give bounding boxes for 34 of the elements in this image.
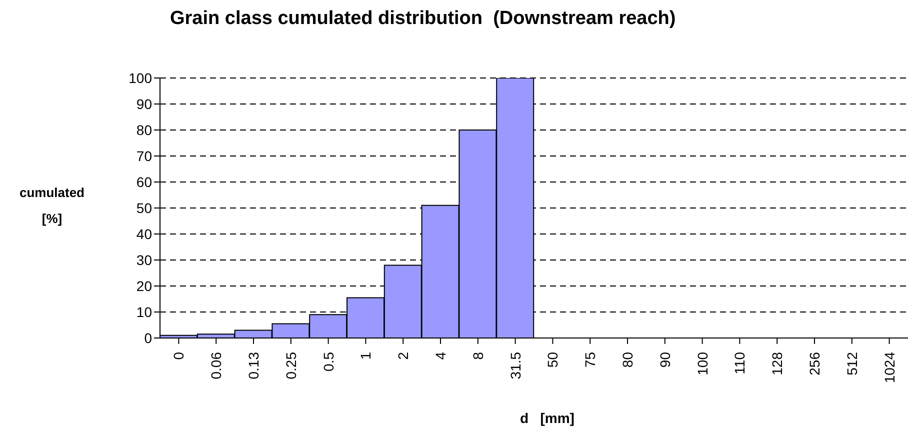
x-tick-label: 90: [656, 352, 673, 368]
chart-title: Grain class cumulated distribution (Downstream reach): [170, 8, 676, 30]
y-axis-title: cumulated [%]: [18, 184, 86, 228]
x-tick-label: 128: [769, 352, 786, 376]
x-tick-label: 0: [170, 352, 187, 360]
x-tick-label: 512: [844, 352, 860, 376]
y-tick-label: 60: [136, 174, 152, 190]
x-tick-label: 110: [732, 352, 748, 374]
y-tick-label: 50: [136, 200, 152, 216]
y-tick-label: 70: [136, 148, 152, 164]
x-tick-label: 256: [806, 352, 822, 376]
x-tick-label: 80: [620, 352, 636, 368]
y-tick-label: 0: [144, 330, 152, 346]
x-tick-label: 2: [395, 352, 412, 360]
x-tick-label: 50: [544, 352, 561, 368]
x-tick-label: 4: [432, 352, 448, 360]
y-tick-label: 30: [136, 252, 152, 268]
y-tick-label: 10: [136, 304, 152, 320]
x-axis-title: d [mm]: [520, 410, 574, 426]
x-tick-label: 1: [358, 352, 374, 360]
x-tick-label: 100: [694, 352, 710, 376]
x-tick-label: 1024: [881, 352, 898, 384]
x-tick-label: 0.13: [246, 352, 262, 380]
y-tick-label: 100: [128, 70, 152, 86]
x-tick-label: 8: [470, 352, 486, 360]
y-tick-label: 80: [136, 122, 152, 138]
x-tick-label: 75: [582, 352, 598, 368]
y-tick-label: 90: [136, 96, 152, 112]
x-tick-label: 0.25: [282, 352, 299, 380]
x-tick-label: 0.06: [208, 352, 224, 380]
y-tick-label: 20: [136, 278, 152, 294]
x-tick-label: 0.5: [320, 352, 336, 372]
y-tick-label: 40: [136, 226, 152, 242]
x-tick-label: 31.5: [507, 352, 524, 380]
